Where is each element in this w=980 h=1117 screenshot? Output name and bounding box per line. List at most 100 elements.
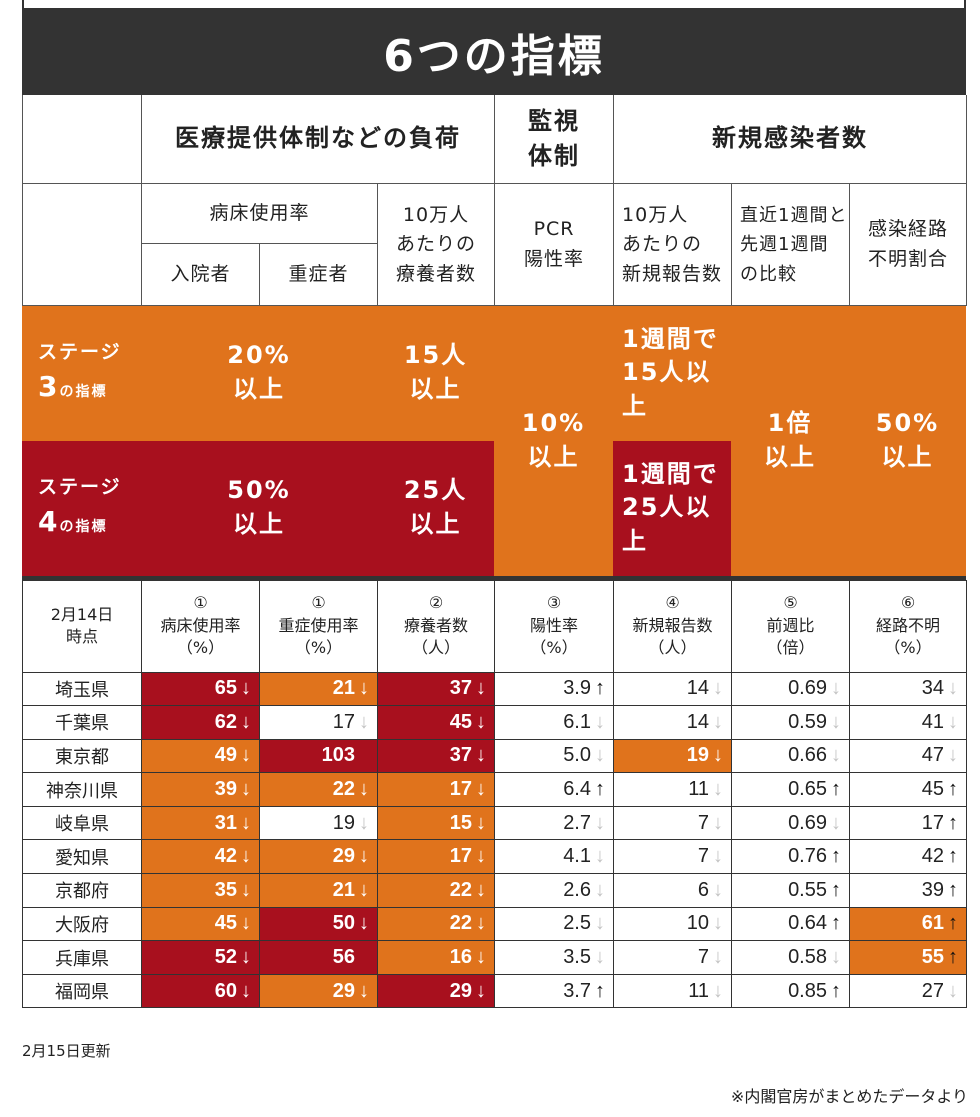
cell-pcr: 4.1 ↓	[494, 839, 614, 875]
prefecture-name: 愛知県	[22, 839, 142, 875]
arrow-up-icon: ↑	[948, 778, 958, 801]
header-weekly-2: 先週1週間	[740, 234, 829, 256]
cell-bed: 60 ↓	[141, 973, 260, 1009]
cell-value: 15	[449, 811, 472, 834]
col-severe-unit: （%）	[294, 638, 343, 658]
arrow-down-icon: ↓	[713, 878, 723, 901]
arrow-down-icon: ↓	[595, 845, 605, 868]
stage3-rec-cond: 以上	[409, 375, 462, 403]
cell-pcr: 5.0 ↓	[494, 738, 614, 774]
arrow-up-icon: ↑	[948, 912, 958, 935]
arrow-down-icon: ↓	[241, 878, 251, 901]
cell-severe: 29 ↓	[259, 839, 378, 875]
cell-newrep: 7 ↓	[613, 940, 732, 975]
cell-value: 0.58	[788, 946, 827, 969]
arrow-down-icon: ↓	[713, 979, 723, 1002]
cell-newrep: 11 ↓	[613, 973, 732, 1009]
arrow-up-icon: ↑	[948, 946, 958, 969]
cell-value: 56	[332, 946, 355, 969]
cell-value: 11	[688, 778, 709, 801]
cell-value: 22	[449, 878, 472, 901]
arrow-up-icon: ↑	[831, 979, 841, 1002]
cell-value: 6.4	[563, 778, 591, 801]
cell-value: 19	[686, 744, 709, 767]
cell-pcr: 2.5 ↓	[494, 906, 614, 942]
cell-weekly: 0.66 ↓	[731, 738, 850, 774]
col-rec-label: 療養者数	[403, 615, 468, 635]
cell-recuperating: 22 ↓	[377, 873, 495, 908]
cell-value: 0.85	[788, 979, 827, 1002]
cell-severe: 50 ↓	[259, 906, 378, 942]
header-new-cases: 新規感染者数	[712, 124, 869, 153]
cell-value: 41	[921, 710, 944, 733]
arrow-down-icon: ↓	[831, 677, 841, 700]
cell-severe: 22 ↓	[259, 772, 378, 807]
table-row: 京都府 35 ↓ 21 ↓ 22 ↓ 2.6 ↓ 6 ↓ 0.55 ↑ 39 ↑	[22, 873, 967, 908]
stage4-newrep-1: 1週間で	[622, 459, 719, 488]
prefecture-name: 大阪府	[22, 906, 142, 942]
col-pcr: ③ 陽性率 （%）	[494, 579, 614, 673]
arrow-down-icon: ↓	[595, 912, 605, 935]
cell-value: 4.1	[563, 845, 591, 868]
cell-weekly: 0.65 ↑	[731, 772, 850, 807]
cell-recuperating: 17 ↓	[377, 839, 495, 875]
cell-value: 42	[214, 845, 237, 868]
arrow-up-icon: ↑	[595, 778, 605, 801]
cell-severe: 17 ↓	[259, 705, 378, 740]
cell-value: 3.9	[563, 677, 591, 700]
cell-newrep: 6 ↓	[613, 873, 732, 908]
arrow-down-icon: ↓	[476, 845, 486, 868]
header-recuperating-3: 療養者数	[396, 262, 477, 285]
arrow-down-icon: ↓	[476, 778, 486, 801]
cell-pcr: 3.9 ↑	[494, 671, 614, 707]
cell-bed: 42 ↓	[141, 839, 260, 875]
col-rec-num: ②	[428, 593, 444, 613]
cell-value: 55	[921, 946, 944, 969]
stage4-newrep-2: 25人以上	[622, 493, 712, 555]
cell-severe: 21 ↓	[259, 671, 378, 707]
cell-value: 29	[449, 979, 472, 1002]
cell-recuperating: 37 ↓	[377, 738, 495, 774]
cell-newrep: 11 ↓	[613, 772, 732, 807]
cell-value: 3.7	[563, 979, 591, 1002]
cell-recuperating: 16 ↓	[377, 940, 495, 975]
stage-unknown-value: 50%	[875, 408, 940, 437]
prefecture-name: 神奈川県	[22, 772, 142, 807]
col-bed-num: ①	[193, 593, 208, 613]
header-unknown-1: 感染経路	[868, 218, 949, 241]
header-bed-usage: 病床使用率	[209, 202, 310, 225]
arrow-down-icon: ↓	[241, 979, 251, 1002]
cell-severe: 56	[259, 940, 378, 975]
cell-value: 0.64	[788, 912, 827, 935]
col-severe: ① 重症使用率 （%）	[259, 579, 378, 673]
cell-value: 45	[214, 912, 237, 935]
cell-value: 34	[921, 677, 944, 700]
col-unknown: ⑥ 経路不明 （%）	[849, 579, 967, 673]
arrow-up-icon: ↑	[831, 778, 841, 801]
arrow-down-icon: ↓	[713, 677, 723, 700]
cell-value: 11	[688, 979, 709, 1002]
stage4-number: 4	[38, 505, 60, 539]
stage3-bed-cond: 以上	[233, 375, 285, 403]
cell-value: 7	[697, 946, 709, 969]
header-pcr-1: PCR	[533, 218, 575, 241]
cell-value: 45	[921, 778, 944, 801]
header-monitor-1: 監視	[528, 106, 581, 135]
page-title: 6つの指標	[22, 0, 966, 95]
cell-value: 62	[214, 710, 237, 733]
arrow-down-icon: ↓	[476, 946, 486, 969]
cell-newrep: 14 ↓	[613, 705, 732, 740]
cell-severe: 21 ↓	[259, 873, 378, 908]
cell-value: 60	[214, 979, 237, 1002]
cell-weekly: 0.59 ↓	[731, 705, 850, 740]
prefecture-name: 岐阜県	[22, 805, 142, 841]
cell-value: 17	[449, 845, 472, 868]
cell-bed: 65 ↓	[141, 671, 260, 707]
stage4-label-text: ステージ	[38, 475, 122, 498]
cell-bed: 35 ↓	[141, 873, 260, 908]
cell-bed: 39 ↓	[141, 772, 260, 807]
cell-value: 35	[214, 878, 237, 901]
arrow-down-icon: ↓	[241, 677, 251, 700]
arrow-down-icon: ↓	[948, 677, 958, 700]
arrow-down-icon: ↓	[595, 710, 605, 733]
